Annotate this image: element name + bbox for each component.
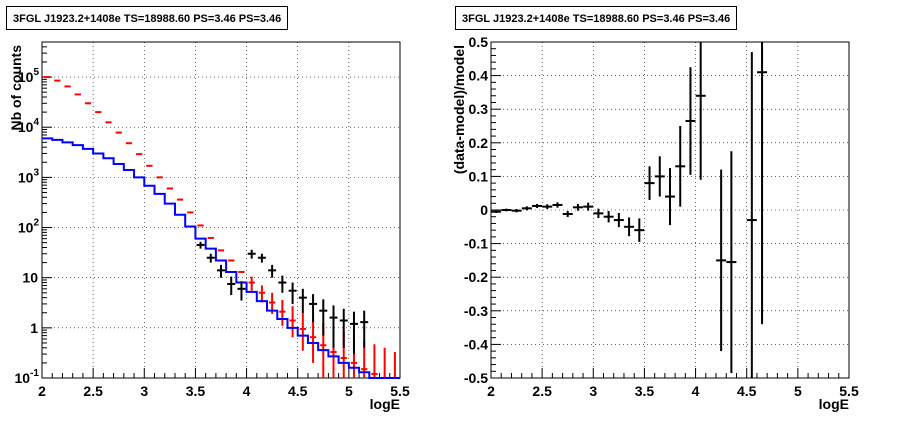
x-tick-label: 4 bbox=[692, 383, 700, 399]
x-tick-label: 4.5 bbox=[288, 383, 308, 399]
y-tick-label: 0.4 bbox=[469, 68, 489, 84]
y-tick-label: 102 bbox=[18, 218, 40, 236]
y-tick-label: -0.2 bbox=[464, 269, 488, 285]
y-tick-label: 0.5 bbox=[469, 34, 489, 50]
model-total-step bbox=[42, 137, 400, 379]
x-tick-label: 5 bbox=[794, 383, 802, 399]
counts-plot-pad: 2 2.5 3 3.5 4 4.5 5 5.5 10-1 1 10 102 103 104 105 logE N… bbox=[6, 6, 410, 412]
x-tick-label: 2.5 bbox=[83, 383, 103, 399]
y-tick-label: 0.2 bbox=[469, 135, 489, 151]
y-tick-label: -0.1 bbox=[464, 236, 488, 252]
y-tick-label: 1 bbox=[30, 320, 38, 336]
y-tick-label: -0.5 bbox=[464, 370, 488, 386]
y-tick-label: 0.3 bbox=[469, 101, 489, 117]
y-tick-label: 104 bbox=[18, 117, 40, 135]
x-tick-label: 2.5 bbox=[532, 383, 552, 399]
x-axis-title: logE bbox=[819, 396, 849, 412]
x-tick-label: 4.5 bbox=[737, 383, 757, 399]
x-tick-label: 5.5 bbox=[839, 383, 859, 399]
y-tick-label: 10 bbox=[22, 270, 38, 286]
y-tick-label: 105 bbox=[18, 67, 40, 85]
y-axis-title: Nb of counts bbox=[8, 45, 24, 131]
x-axis-title: logE bbox=[370, 396, 400, 412]
x-tick-label: 2 bbox=[487, 383, 495, 399]
y-tick-label: 0 bbox=[480, 202, 488, 218]
x-tick-label: 3.5 bbox=[635, 383, 655, 399]
y-tick-label: 10-1 bbox=[15, 368, 40, 386]
x-tick-label: 3 bbox=[589, 383, 597, 399]
counts-histogram-chart: 2 2.5 3 3.5 4 4.5 5 5.5 10-1 1 10 102 103 104 105 logE N… bbox=[8, 41, 410, 412]
y-tick-label: 0.1 bbox=[469, 168, 489, 184]
x-tick-label: 4 bbox=[243, 383, 251, 399]
y-tick-label: 103 bbox=[18, 167, 40, 185]
x-tick-label: 3.5 bbox=[186, 383, 206, 399]
x-tick-label: 2 bbox=[38, 383, 46, 399]
residual-plot-pad: 2 2.5 3 3.5 4 4.5 5 5.5 -0.5 -0.4 -0.3 -0.2 -0.1 0 0.1… bbox=[449, 0, 898, 421]
plot-frame bbox=[41, 41, 401, 379]
y-axis-title: (data-model)/model bbox=[451, 45, 467, 174]
y-tick-label: -0.4 bbox=[464, 336, 488, 352]
counts-plot-title: 3FGL J1923.2+1408e TS=18988.60 PS=3.46 P… bbox=[6, 6, 289, 30]
residual-chart: 2 2.5 3 3.5 4 4.5 5 5.5 -0.5 -0.4 -0.3 -0.2 -0.1 0 0.1… bbox=[451, 34, 859, 412]
x-tick-label: 3 bbox=[140, 383, 148, 399]
x-tick-label: 5 bbox=[345, 383, 353, 399]
residual-plot-title: 3FGL J1923.2+1408e TS=18988.60 PS=3.46 P… bbox=[455, 6, 738, 30]
y-tick-label: -0.3 bbox=[464, 303, 488, 319]
x-tick-label: 5.5 bbox=[390, 383, 410, 399]
